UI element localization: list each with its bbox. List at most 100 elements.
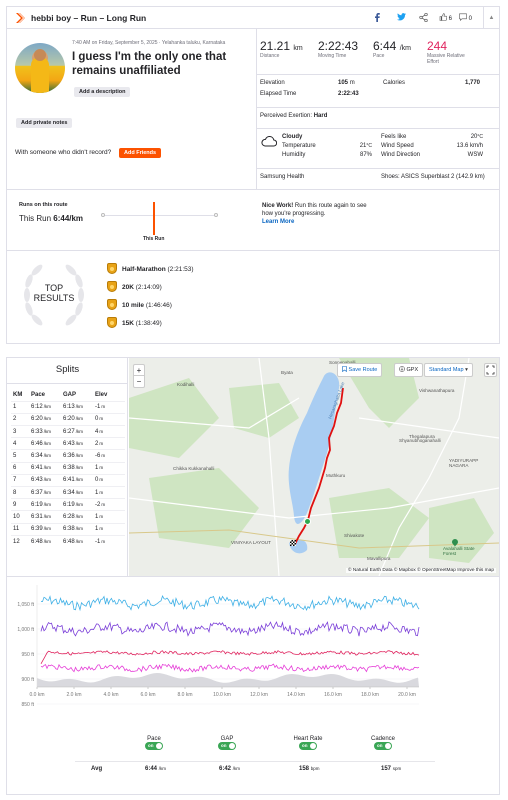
split-row[interactable]: 10 6:31/km 6:28/km 1m	[11, 510, 125, 524]
split-row[interactable]: 4 6:46/km 6:43/km 2m	[11, 437, 125, 450]
pace-unit: /km	[399, 45, 411, 52]
avg-unit: spm	[392, 766, 402, 771]
shoes-info[interactable]: Shoes: ASICS Superblast 2 (142.9 km)	[381, 174, 485, 180]
gpx-label: GPX	[406, 367, 419, 373]
split-elev: -1m	[93, 534, 125, 548]
split-row[interactable]: 3 6:33/km 6:27/km 4m	[11, 425, 125, 438]
analysis-separator	[7, 576, 499, 577]
split-km: 11	[11, 522, 29, 536]
cadence-series-line	[40, 663, 420, 673]
pace-series-line	[40, 594, 420, 612]
add-friends-button[interactable]: Add Friends	[119, 148, 162, 158]
legend-toggle[interactable]: on	[374, 742, 392, 750]
this-run-marker	[153, 202, 155, 235]
split-gap: 6:34/km	[61, 485, 93, 499]
result-item[interactable]: 10 mile (1:46:46)	[122, 302, 172, 309]
avg-unit: bpm	[310, 766, 320, 771]
split-row[interactable]: 11 6:39/km 6:38/km 1m	[11, 522, 125, 536]
split-row[interactable]: 7 6:43/km 6:41/km 0m	[11, 473, 125, 487]
stat-relative-effort[interactable]: 244 Massive Relative Effort	[427, 39, 487, 65]
learn-more-link[interactable]: Learn More	[262, 219, 295, 225]
split-row[interactable]: 6 6:41/km 6:38/km 1m	[11, 461, 125, 475]
twitter-icon[interactable]	[397, 13, 406, 21]
legend-cadence[interactable]: Cadence on	[363, 736, 403, 750]
legend-heart-rate[interactable]: Heart Rate on	[288, 736, 328, 750]
legend-toggle[interactable]: on	[218, 742, 236, 750]
split-km: 5	[11, 449, 29, 463]
avg-value: 158	[299, 766, 310, 772]
share-icon[interactable]	[419, 13, 428, 22]
x-tick-label: 14.0 km	[287, 692, 305, 698]
result-item[interactable]: 15K (1:38:49)	[122, 320, 162, 327]
legend-toggle[interactable]: on	[299, 742, 317, 750]
split-elev-value: -1	[95, 538, 101, 545]
split-km: 8	[11, 485, 29, 499]
split-pace: 6:43/km	[29, 473, 61, 487]
map-place-label: Thegalapura	[409, 434, 435, 439]
split-elev: -1m	[93, 400, 125, 414]
split-pace: 6:19/km	[29, 498, 61, 511]
kudos-button[interactable]: 6	[439, 13, 452, 23]
avatar[interactable]	[15, 43, 65, 93]
split-gap-value: 6:28	[63, 513, 75, 520]
map-style-select[interactable]: Standard Map ▾	[424, 363, 473, 377]
x-tick-label: 12.0 km	[250, 692, 268, 698]
humidity-row: Humidity 87%	[282, 152, 372, 158]
result-item[interactable]: 20K (2:14:09)	[122, 284, 162, 291]
elapsed-value: 2:22:43	[338, 91, 359, 97]
split-pace-unit: /km	[43, 428, 51, 434]
split-gap-value: 6:36	[63, 453, 75, 460]
split-row[interactable]: 8 6:37/km 6:34/km 1m	[11, 485, 125, 499]
wind-direction-row: Wind Direction WSW	[381, 152, 483, 158]
facebook-icon[interactable]	[373, 13, 381, 22]
device-name: Samsung Health	[260, 174, 305, 180]
legend-pace[interactable]: Pace on	[134, 736, 174, 750]
heart-rate-series-line	[40, 650, 420, 664]
split-pace: 6:37/km	[29, 485, 61, 499]
map-place-label: YADIYURAPP NAGARA	[449, 458, 479, 468]
map-place-label: Kodihalli	[177, 382, 195, 387]
stats-separator-4	[257, 168, 499, 169]
split-gap-unit: /km	[75, 428, 83, 434]
medal-icon	[107, 299, 117, 310]
map-zoom-controls: + −	[133, 364, 145, 388]
feels-value-wrap: 20°C	[471, 134, 483, 140]
comments-button[interactable]: 0	[459, 13, 472, 23]
split-row[interactable]: 12 6:48/km 6:48/km -1m	[11, 534, 125, 548]
split-row[interactable]: 1 6:12/km 6:13/km -1m	[11, 400, 125, 414]
split-row[interactable]: 5 6:34/km 6:36/km -6m	[11, 449, 125, 463]
split-elev: 1m	[93, 522, 125, 536]
zoom-in-button[interactable]: +	[134, 365, 144, 376]
route-map[interactable]: Sonnenahalli Byata Kodihalli Vishwanathapur…	[129, 358, 499, 576]
map-place-label: Byata	[281, 370, 293, 375]
split-gap: 6:19/km	[61, 498, 93, 511]
result-item[interactable]: Half-Marathon (2:21:53)	[122, 266, 194, 273]
temperature-row: Temperature 21°C	[282, 143, 372, 149]
add-description-button[interactable]: Add a description	[74, 87, 131, 97]
add-private-notes-button[interactable]: Add private notes	[16, 118, 73, 128]
save-route-button[interactable]: Save Route	[337, 363, 383, 377]
map-attribution[interactable]: © Natural Earth Data © Mapbox © OpenStre…	[345, 568, 496, 573]
calories-label: Calories	[383, 80, 406, 86]
this-run-marker-label: This Run	[143, 236, 165, 242]
split-gap: 6:38/km	[61, 522, 93, 536]
activity-name[interactable]: I guess I'm the only one that remains un…	[72, 51, 227, 77]
split-elev-unit: m	[99, 440, 104, 446]
splits-header-pace: Pace	[31, 391, 46, 398]
fullscreen-button[interactable]	[484, 363, 497, 377]
split-elev-unit: m	[99, 416, 104, 422]
split-pace-value: 6:33	[31, 428, 43, 435]
collapse-button[interactable]: ▲	[483, 7, 499, 29]
gpx-button[interactable]: GPX	[394, 363, 424, 377]
split-row[interactable]: 2 6:20/km 6:20/km 0m	[11, 412, 125, 426]
hesaraghatta-lake	[288, 372, 340, 524]
split-km-value: 6	[13, 465, 17, 472]
split-gap-unit: /km	[75, 404, 83, 410]
activity-chart[interactable]: 1,050 ft 1,000 ft 950 ft 900 ft 850 ft 0.0 km…	[7, 577, 499, 717]
zoom-out-button[interactable]: −	[136, 377, 142, 386]
split-row[interactable]: 9 6:19/km 6:19/km -2m	[11, 498, 125, 511]
y-tick-label: 900 ft	[21, 677, 34, 683]
map-place-label: Chikka Kukkanahalli	[173, 466, 215, 471]
legend-gap[interactable]: GAP on	[207, 736, 247, 750]
legend-toggle[interactable]: on	[145, 742, 163, 750]
